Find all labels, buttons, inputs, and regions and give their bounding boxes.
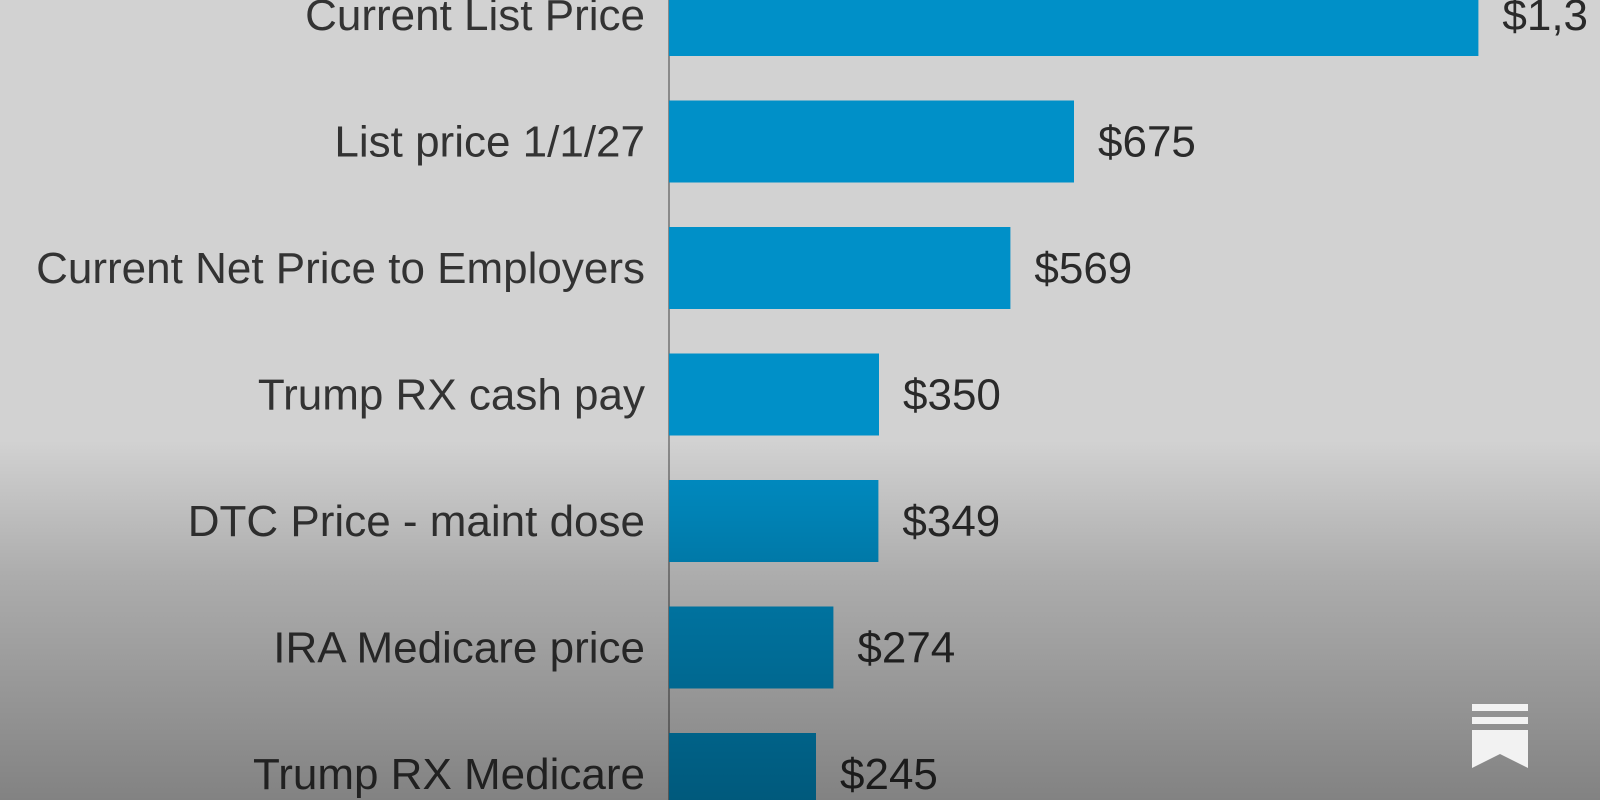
value-label-5: $274: [857, 624, 955, 673]
bar-4: [669, 480, 879, 562]
value-label-2: $569: [1034, 244, 1132, 293]
category-label-1: List price 1/1/27: [334, 118, 645, 167]
category-label-3: Trump RX cash pay: [258, 371, 645, 420]
bar-0: [669, 0, 1479, 56]
category-labels: Current List Price List price 1/1/27 Curre…: [36, 0, 645, 799]
category-label-5: IRA Medicare price: [273, 624, 645, 673]
category-label-4: DTC Price - maint dose: [188, 497, 645, 546]
category-label-6: Trump RX Medicare: [253, 750, 645, 799]
value-label-4: $349: [902, 497, 1000, 546]
bar-5: [669, 606, 834, 689]
bar-1: [669, 100, 1074, 183]
bar-3: [669, 353, 879, 436]
category-label-0: Current List Price: [305, 0, 645, 40]
bar-6: [669, 733, 816, 800]
value-label-0: $1,3: [1502, 0, 1588, 40]
category-label-2: Current Net Price to Employers: [36, 244, 645, 293]
bookmark-icon[interactable]: [1472, 704, 1528, 768]
value-label-6: $245: [840, 750, 938, 799]
value-label-1: $675: [1098, 118, 1196, 167]
value-labels: $1,3 $675 $569 $350 $349 $274 $245: [840, 0, 1588, 799]
bars-layer: [669, 0, 1479, 800]
value-label-3: $350: [903, 371, 1001, 420]
bar-2: [669, 227, 1011, 309]
